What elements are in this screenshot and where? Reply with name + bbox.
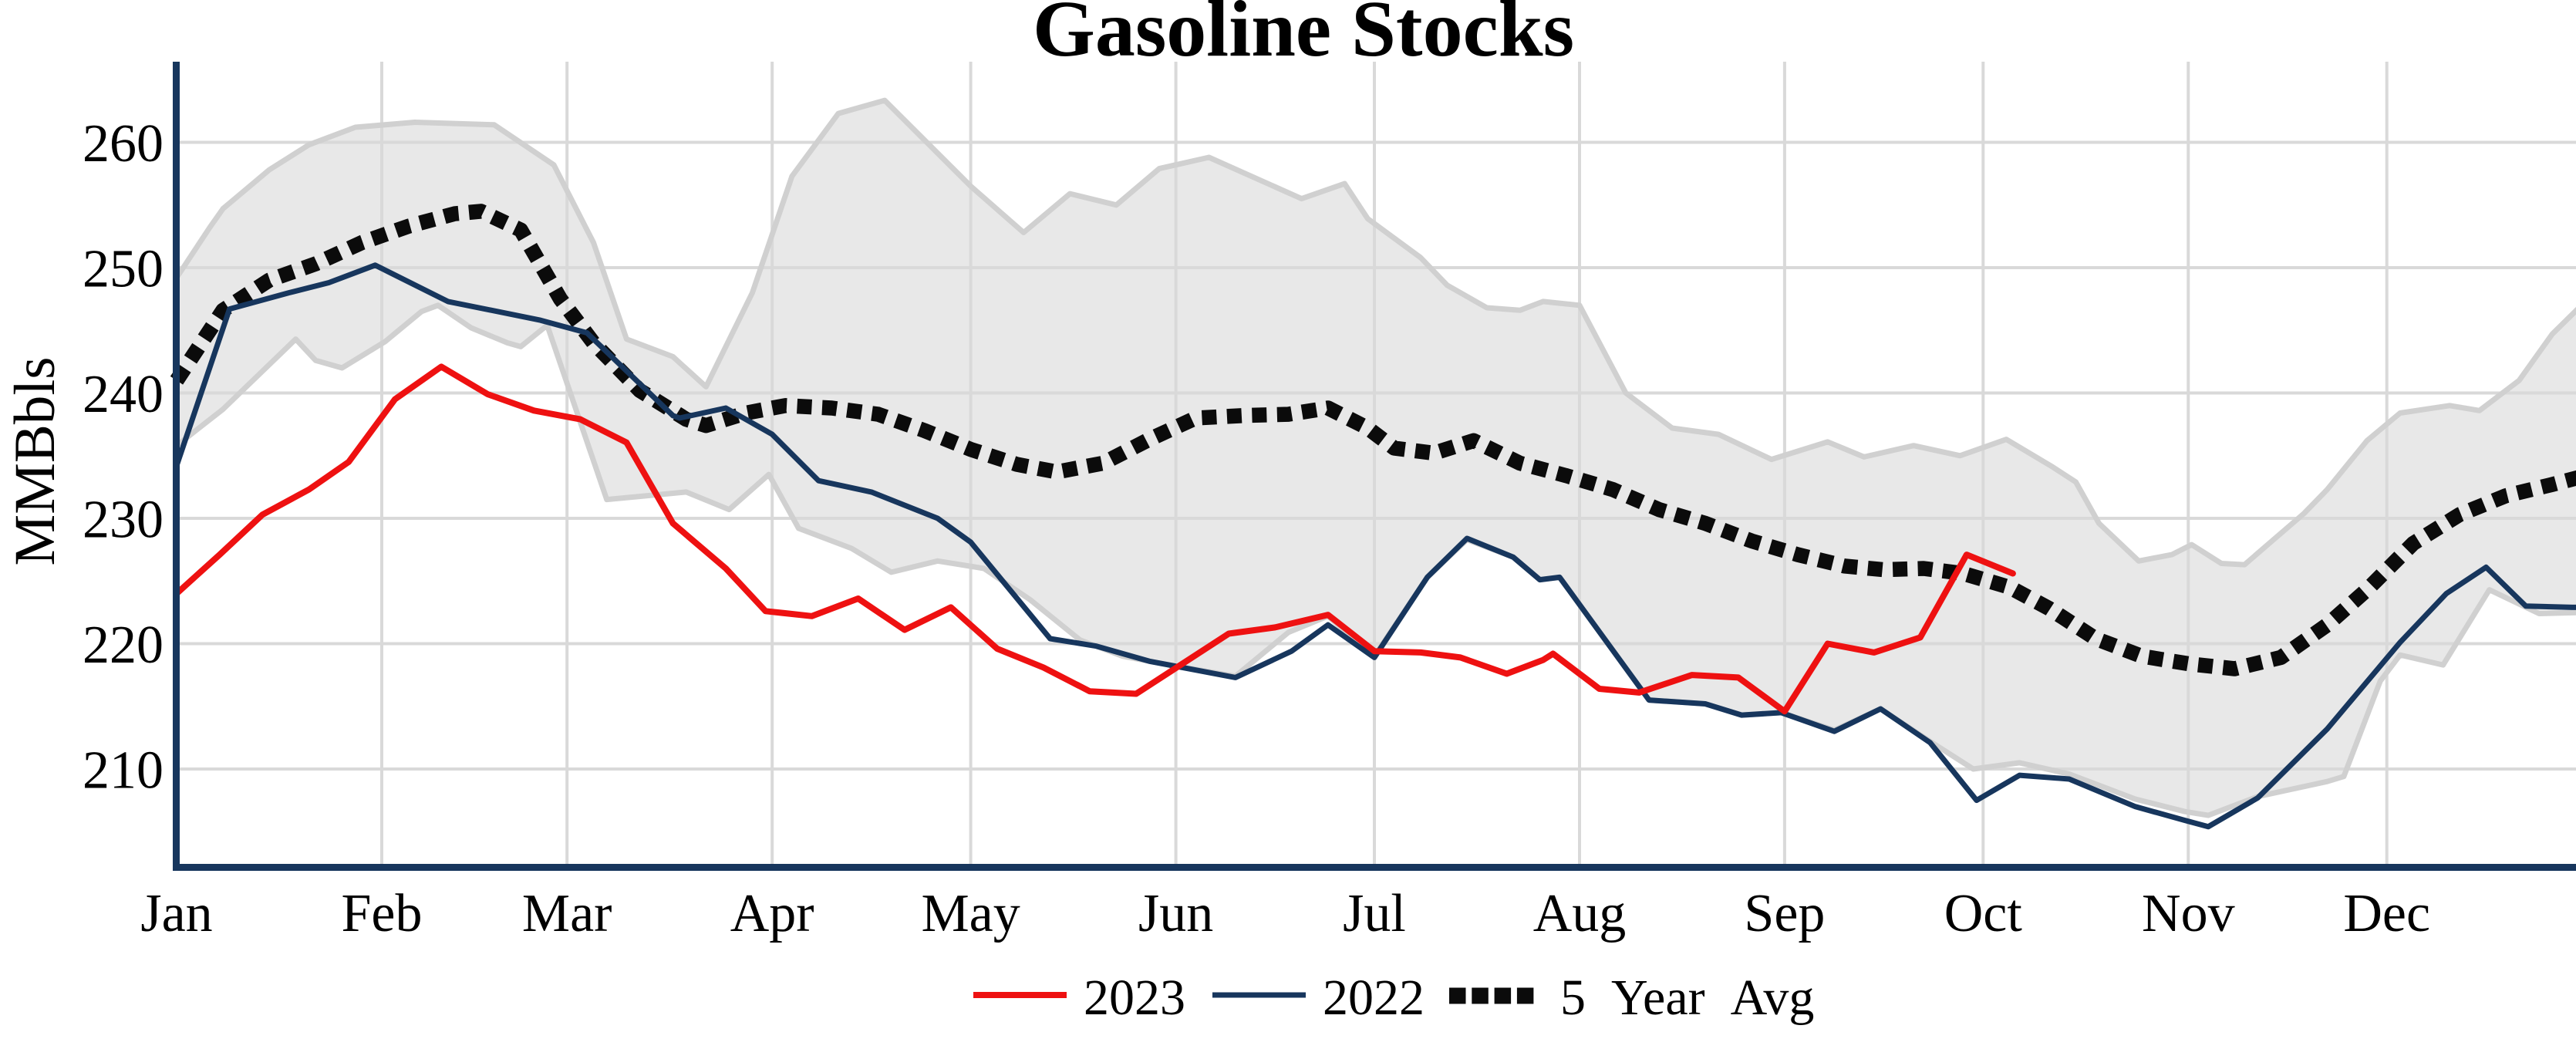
svg-text:210: 210 (83, 741, 164, 801)
svg-text:Apr: Apr (730, 884, 814, 943)
svg-text:Nov: Nov (2142, 884, 2235, 943)
svg-text:250: 250 (83, 240, 164, 299)
svg-text:5 Year Avg: 5 Year Avg (1560, 970, 1814, 1026)
svg-text:2022: 2022 (1323, 970, 1425, 1026)
svg-text:240: 240 (83, 365, 164, 424)
svg-text:Aug: Aug (1533, 884, 1627, 943)
svg-text:MMBbls: MMBbls (3, 357, 67, 566)
svg-text:Jul: Jul (1343, 884, 1406, 943)
svg-text:Dec: Dec (2343, 884, 2430, 943)
svg-text:Mar: Mar (522, 884, 612, 943)
svg-text:Sep: Sep (1744, 884, 1825, 943)
svg-text:220: 220 (83, 616, 164, 675)
svg-text:Jun: Jun (1138, 884, 1213, 943)
svg-text:May: May (921, 884, 1020, 943)
svg-text:2023: 2023 (1084, 970, 1185, 1026)
svg-text:260: 260 (83, 114, 164, 174)
svg-text:230: 230 (83, 491, 164, 550)
svg-text:Feb: Feb (342, 884, 423, 943)
svg-text:Oct: Oct (1944, 884, 2023, 943)
svg-text:Gasoline Stocks: Gasoline Stocks (1033, 0, 1574, 73)
svg-text:Jan: Jan (140, 884, 212, 943)
